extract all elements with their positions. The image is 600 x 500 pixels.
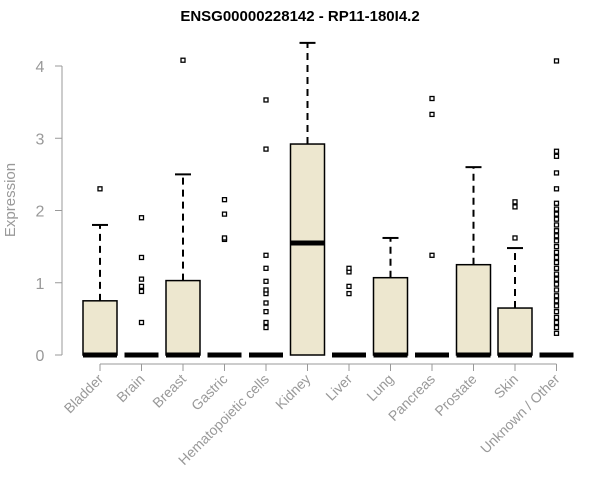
outlier-point: [263, 278, 269, 284]
outlier-point: [138, 319, 145, 326]
x-tick-label: Unknown / Other: [477, 371, 563, 457]
outlier-point: [346, 283, 352, 290]
outlier-point: [553, 153, 560, 159]
outlier-point: [346, 290, 352, 297]
outlier-point: [263, 97, 269, 103]
outlier-point: [553, 249, 560, 256]
box-body: [289, 143, 326, 356]
y-tick-label: 4: [36, 59, 45, 76]
box-body: [455, 263, 492, 356]
outlier-point: [512, 199, 518, 205]
box-body: [372, 276, 409, 356]
outlier-point: [138, 283, 145, 290]
outlier-point: [429, 95, 435, 102]
outlier-point: [263, 319, 269, 326]
outlier-point: [138, 215, 145, 221]
outlier-point: [553, 228, 560, 234]
outlier-point: [512, 204, 518, 210]
outlier-point: [221, 235, 228, 241]
box-liver: [332, 265, 366, 358]
outlier-point: [512, 235, 518, 241]
box-brain: [124, 215, 159, 358]
outlier-point: [553, 186, 560, 192]
x-tick-label: Bladder: [61, 371, 107, 417]
outlier-point: [553, 243, 560, 250]
x-tick-label: Lung: [363, 371, 396, 404]
outlier-point: [553, 170, 560, 176]
outlier-point: [553, 58, 560, 64]
x-tick-label: Liver: [322, 371, 355, 404]
outlier-point: [553, 222, 560, 228]
outlier-point: [221, 211, 228, 217]
box-gastric: [207, 197, 242, 358]
y-axis: 0 1 2 3 4: [36, 59, 63, 365]
box-lung: [372, 236, 409, 358]
box-hematopoietic-cells: [249, 97, 283, 358]
outlier-point: [553, 265, 560, 271]
y-tick-label: 1: [36, 276, 45, 293]
box-body: [497, 307, 533, 356]
outlier-point: [553, 211, 560, 217]
outlier-point: [553, 287, 560, 293]
x-tick-label: Skin: [491, 371, 522, 402]
outlier-point: [221, 197, 228, 203]
box-pancreas: [415, 95, 449, 358]
outlier-point: [263, 287, 269, 293]
outlier-point: [346, 265, 352, 271]
box-bladder: [82, 186, 118, 358]
outlier-point: [180, 57, 186, 63]
outlier-point: [553, 233, 560, 239]
outlier-point: [553, 293, 560, 299]
x-tick-label: Brain: [113, 371, 147, 405]
outlier-point: [553, 200, 560, 206]
box-unknown-other: [539, 58, 574, 358]
x-tick-label: Prostate: [431, 371, 479, 419]
outlier-point: [553, 281, 560, 287]
y-tick-label: 3: [36, 131, 45, 148]
y-tick-label: 2: [36, 204, 45, 221]
outlier-point: [553, 308, 560, 315]
outlier-point: [553, 303, 560, 309]
outlier-point: [553, 314, 560, 321]
box-body: [165, 279, 201, 356]
outlier-point: [138, 276, 145, 282]
outlier-point: [263, 300, 269, 306]
outlier-point: [429, 111, 435, 118]
outlier-point: [553, 254, 560, 261]
x-tick-label: Breast: [149, 371, 189, 411]
outlier-point: [263, 308, 269, 315]
box-breast: [165, 57, 201, 358]
outlier-point: [263, 324, 269, 331]
outlier-point: [97, 186, 103, 192]
box-body: [82, 300, 118, 356]
outlier-point: [263, 252, 269, 258]
x-tick-label: Kidney: [272, 371, 314, 413]
outlier-point: [553, 148, 560, 154]
outlier-point: [553, 271, 560, 277]
outlier-point: [138, 254, 145, 261]
box-prostate: [455, 166, 492, 358]
outlier-point: [553, 319, 560, 326]
outlier-point: [553, 259, 560, 266]
outlier-point: [138, 288, 145, 295]
outlier-point: [553, 206, 560, 212]
outlier-point: [263, 265, 269, 271]
outlier-point: [553, 324, 560, 331]
outlier-point: [553, 330, 560, 336]
box-kidney: [289, 41, 326, 356]
outlier-point: [429, 252, 435, 258]
box-skin: [497, 199, 533, 358]
outlier-point: [553, 216, 560, 222]
y-tick-label: 0: [36, 348, 45, 365]
outlier-point: [263, 146, 269, 152]
outlier-point: [553, 276, 560, 282]
chart-title: ENSG00000228142 - RP11-180I4.2: [180, 8, 420, 25]
outlier-point: [553, 238, 560, 244]
outlier-point: [553, 298, 560, 304]
